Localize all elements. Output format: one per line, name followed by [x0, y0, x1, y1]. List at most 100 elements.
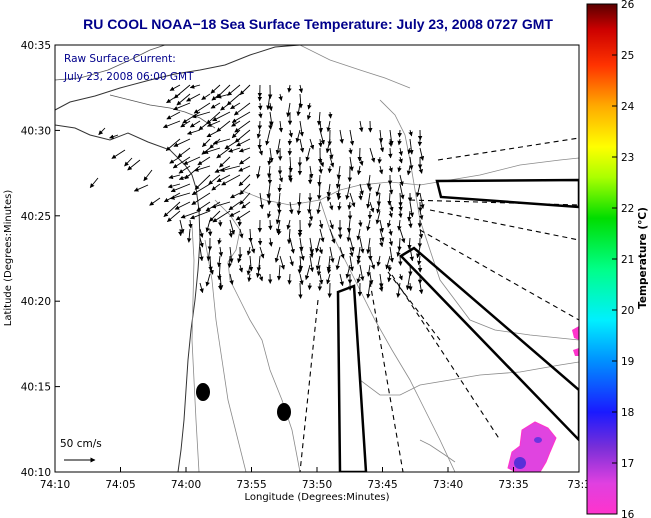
current-vector [376, 201, 381, 214]
current-vector [375, 210, 381, 225]
current-vector [407, 210, 412, 222]
x-axis-ticks: 74:10 74:05 74:00 73:55 73:50 73:45 73:40 73:35… [40, 467, 591, 491]
current-vector [407, 147, 412, 155]
current-vector [326, 264, 332, 274]
current-vector [386, 219, 392, 228]
current-vector [346, 228, 352, 242]
current-vector [399, 174, 404, 187]
current-vector [325, 138, 331, 154]
current-vector [397, 165, 402, 173]
colorbar-tick-label: 20 [621, 305, 634, 317]
current-vector [307, 282, 313, 291]
current-vector [229, 210, 241, 217]
current-vector [212, 111, 231, 122]
current-vector [174, 201, 191, 210]
colorbar-tick-label: 24 [621, 101, 635, 113]
current-vector [239, 84, 251, 96]
x-tick-label: 73:45 [367, 479, 397, 491]
current-vector [309, 255, 315, 273]
current-vector [349, 237, 355, 252]
current-vector [268, 102, 273, 112]
current-vector [388, 210, 393, 218]
current-vector [418, 165, 424, 174]
current-vector [375, 183, 381, 197]
x-tick-label: 73:35 [498, 479, 528, 491]
current-vector [229, 246, 234, 264]
current-vector [379, 138, 385, 153]
current-vector [288, 174, 293, 183]
current-vector [397, 129, 403, 138]
current-vector [197, 156, 211, 166]
current-vector [376, 255, 381, 267]
current-vector [396, 282, 401, 298]
current-vector [326, 183, 332, 197]
current-vector [359, 183, 364, 196]
current-vector [288, 129, 293, 138]
current-vector [238, 174, 251, 187]
current-vector [328, 111, 333, 119]
current-vector [319, 228, 325, 243]
current-vector [182, 111, 201, 124]
current-vector [190, 210, 211, 220]
current-vector [191, 192, 211, 205]
current-vector [269, 111, 274, 127]
current-vector [348, 147, 353, 155]
current-vector [165, 138, 181, 151]
current-vector [268, 120, 273, 130]
current-vector [307, 201, 312, 214]
current-vector [267, 156, 272, 166]
current-vector [238, 264, 244, 273]
current-vector [191, 111, 211, 119]
current-vector [202, 138, 211, 148]
current-vector [315, 237, 321, 253]
current-vector [299, 120, 304, 137]
current-vector [173, 84, 191, 99]
current-vector [299, 237, 304, 252]
current-vector [295, 129, 301, 143]
current-vector [366, 282, 371, 299]
current-vector [318, 219, 324, 229]
current-vector [329, 246, 335, 263]
current-vector [366, 237, 371, 254]
current-vector [277, 228, 282, 236]
current-vector [278, 174, 284, 183]
y-axis-ticks: 40:35 40:30 40:25 40:20 40:15 40:10 [21, 40, 60, 479]
current-vector [168, 174, 181, 180]
current-vector [258, 111, 263, 119]
current-vector [356, 246, 361, 261]
current-vector [229, 219, 236, 235]
current-vector [356, 255, 362, 265]
current-vector [409, 201, 415, 218]
current-vector [217, 237, 222, 245]
current-vector [196, 201, 211, 212]
current-vector [212, 210, 231, 223]
current-vector [356, 273, 361, 284]
current-vector [358, 219, 363, 227]
current-vector [287, 84, 292, 93]
current-vector [398, 273, 403, 281]
current-vector [199, 282, 204, 294]
current-vector [133, 184, 149, 192]
current-vector [389, 246, 394, 263]
current-vector [173, 138, 191, 147]
current-vector [275, 138, 281, 155]
current-vector [286, 219, 291, 230]
current-vector [317, 183, 322, 200]
x-tick-label: 74:05 [105, 479, 135, 491]
current-vector [187, 129, 201, 135]
current-vector [286, 102, 291, 118]
current-vector [387, 273, 392, 283]
black-marker-east [277, 403, 291, 421]
current-vector [217, 282, 223, 291]
current-vector [418, 228, 424, 239]
current-vector [319, 156, 325, 168]
current-vector [226, 93, 241, 106]
current-vector [286, 228, 292, 245]
channel-dashed-lines [299, 137, 579, 472]
current-vector [388, 165, 393, 173]
current-vector [356, 165, 362, 176]
current-vector [318, 273, 324, 285]
current-vector [408, 282, 413, 292]
current-vector [247, 273, 252, 283]
y-tick-label: 40:35 [21, 40, 51, 52]
